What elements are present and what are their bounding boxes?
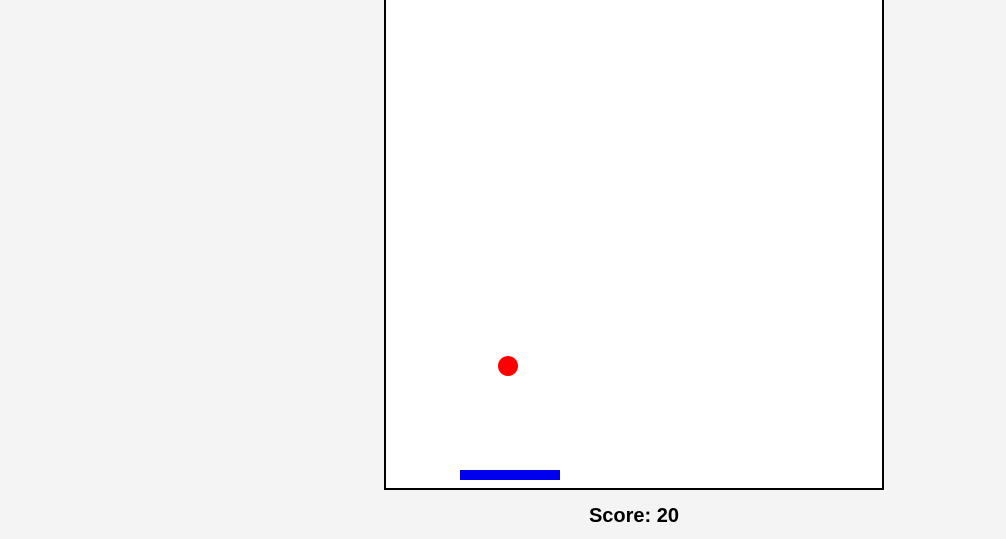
ball-icon bbox=[498, 356, 518, 376]
game-board[interactable] bbox=[384, 0, 884, 490]
paddle-icon[interactable] bbox=[460, 470, 560, 480]
score-display: Score: 20 bbox=[588, 505, 680, 527]
